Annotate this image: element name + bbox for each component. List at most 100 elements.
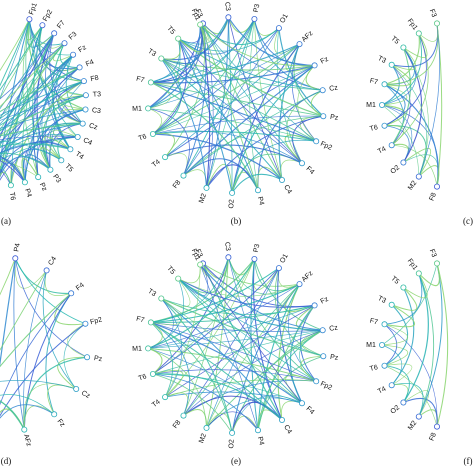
connection-edge	[0, 160, 39, 178]
connection-edge	[231, 43, 300, 194]
electrode-label: C4	[282, 184, 293, 195]
electrode-node	[74, 133, 81, 140]
electrode-node	[175, 35, 182, 42]
electrode-label: T5	[165, 25, 176, 36]
connection-edge	[0, 323, 86, 417]
connection-edge	[0, 293, 72, 406]
electrode-node	[433, 423, 440, 430]
connection-edge	[206, 283, 300, 429]
connection-edge	[231, 283, 300, 433]
connection-edge	[199, 24, 211, 188]
electrode-label: Fp1	[28, 2, 39, 16]
electrode-label: T3	[146, 48, 157, 58]
electrode-node	[145, 345, 152, 352]
connection-edge	[289, 305, 316, 404]
electrode-label: T4	[74, 151, 85, 161]
connection-edge	[0, 123, 83, 137]
electrode-node	[275, 265, 282, 272]
connection-edge	[257, 355, 324, 431]
connection-edge	[178, 278, 300, 297]
connection-edge	[183, 64, 315, 177]
electrode-label: AFz	[22, 433, 32, 447]
electrode-node	[400, 284, 407, 291]
connection-edge	[148, 82, 171, 109]
electrode-label: M2	[407, 420, 418, 432]
electrode-node	[311, 62, 318, 69]
connection-edge	[164, 65, 315, 158]
connection-edge	[183, 89, 323, 176]
electrode-label: C4	[282, 424, 293, 435]
connection-edge	[161, 24, 203, 64]
connection-edge	[381, 33, 423, 106]
connection-edge	[249, 18, 259, 191]
connection-edge	[381, 323, 408, 346]
electrode-label: O1	[279, 253, 290, 265]
electrode-node	[21, 179, 28, 186]
connection-edge	[161, 298, 324, 357]
electrode-label: O1	[279, 13, 290, 25]
connection-edge	[291, 43, 317, 142]
connection-edge	[148, 43, 300, 109]
connection-edge	[0, 140, 62, 161]
connection-edge	[0, 152, 51, 171]
connection-edge	[310, 89, 324, 117]
connection-edge	[148, 283, 300, 349]
connection-edge	[199, 24, 317, 142]
connection-edge	[391, 143, 409, 163]
panel-caption: (f)	[464, 456, 473, 466]
electrode-label: M1	[132, 105, 142, 112]
electrode-node	[158, 55, 165, 62]
connection-edge	[177, 278, 323, 331]
electrode-label: O2	[228, 199, 235, 209]
connection-edge	[0, 135, 78, 140]
connectivity-edges	[147, 16, 324, 194]
electrode-label: T5	[63, 163, 74, 174]
connection-edge	[0, 109, 86, 129]
connection-edge	[150, 298, 182, 325]
connection-edge	[300, 355, 324, 382]
electrode-node	[388, 61, 395, 68]
connection-edge	[152, 65, 315, 135]
connection-edge	[177, 278, 324, 357]
electrode-label: P4	[256, 436, 265, 446]
connection-edge	[278, 28, 324, 117]
connection-edge	[177, 24, 205, 53]
connection-edge	[183, 267, 280, 416]
connection-edge	[147, 278, 185, 349]
connection-edge	[150, 43, 300, 83]
connection-edge	[178, 264, 201, 284]
electrode-node	[251, 255, 258, 262]
electrode-label: Fp1	[190, 248, 201, 262]
panel-caption: (b)	[231, 216, 242, 226]
electrode-node	[388, 142, 395, 149]
connection-edge	[177, 38, 323, 91]
electrode-node	[381, 81, 388, 88]
connection-edge	[152, 370, 184, 398]
connection-edge	[0, 380, 77, 390]
electrode-node	[381, 122, 388, 129]
connection-edge	[418, 263, 440, 287]
electrode-label: T6	[138, 133, 148, 142]
electrode-node	[12, 255, 19, 262]
connection-edge	[277, 283, 300, 421]
electrode-label: Fz	[320, 56, 331, 66]
connection-edge	[0, 156, 51, 178]
connection-edge	[0, 24, 43, 91]
electrode-label: T3	[377, 295, 388, 305]
electrode-label: T6	[369, 364, 379, 373]
connection-edge	[0, 258, 16, 296]
electrode-node	[70, 51, 77, 58]
connection-edge	[150, 267, 280, 323]
connection-edge	[152, 43, 300, 135]
connection-edge	[384, 365, 438, 427]
electrode-node	[47, 166, 54, 173]
electrode-label: F7	[135, 75, 145, 84]
panel-caption: (a)	[1, 216, 11, 226]
electrode-label: F7	[56, 19, 67, 30]
connection-edge	[231, 329, 323, 434]
electrode-label: F3	[68, 31, 79, 42]
connectivity-edges	[0, 258, 88, 430]
connection-edge	[0, 169, 12, 186]
connection-edge	[150, 38, 181, 83]
electrode-label: F7	[369, 318, 379, 327]
